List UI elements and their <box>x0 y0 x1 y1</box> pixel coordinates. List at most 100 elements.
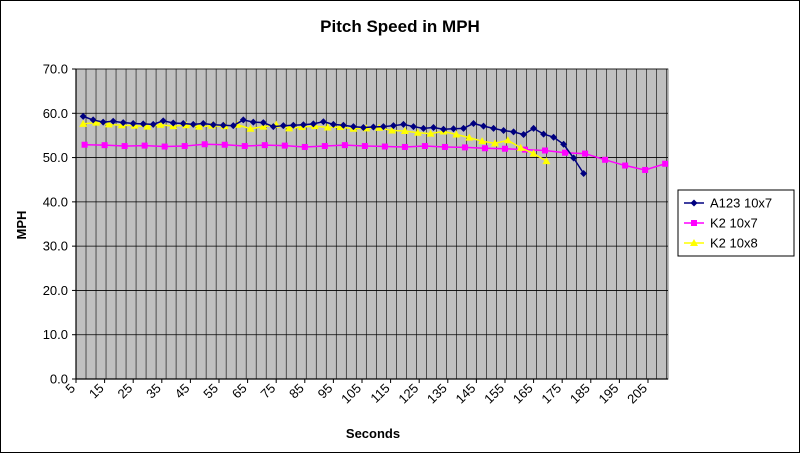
y-tick-label: 10.0 <box>43 327 68 342</box>
series-a123-10x7 <box>79 112 588 178</box>
data-point <box>209 121 217 129</box>
data-point <box>189 120 197 128</box>
data-point <box>439 125 447 133</box>
data-point <box>530 124 538 132</box>
data-point <box>121 143 128 150</box>
data-point <box>329 120 337 128</box>
data-point <box>401 143 408 150</box>
data-point <box>341 142 348 149</box>
data-point <box>426 129 435 137</box>
data-point <box>104 120 113 128</box>
data-point <box>179 119 187 127</box>
data-point <box>389 122 397 130</box>
data-point <box>460 124 468 132</box>
y-tick-label: 50.0 <box>43 150 68 165</box>
data-point <box>429 123 437 131</box>
series-line <box>84 143 666 171</box>
data-point <box>143 122 152 130</box>
legend-label: K2 10x7 <box>710 216 758 231</box>
data-point <box>246 124 255 132</box>
y-tick-label: 60.0 <box>43 106 68 121</box>
data-point <box>510 128 518 136</box>
data-point <box>201 141 208 148</box>
legend-marker <box>690 239 698 246</box>
data-point <box>580 170 588 178</box>
data-point <box>119 119 127 127</box>
data-point <box>450 125 458 133</box>
data-point <box>221 141 228 148</box>
data-point <box>570 154 578 162</box>
legend-item: K2 10x7 <box>684 216 758 231</box>
data-point <box>359 123 367 131</box>
data-point <box>139 120 147 128</box>
data-point <box>413 128 422 136</box>
data-point <box>400 127 409 134</box>
data-point <box>516 143 525 151</box>
data-point <box>339 121 347 129</box>
x-axis-label: Seconds <box>346 426 400 441</box>
y-tick-label: 70.0 <box>43 62 68 77</box>
data-point <box>441 143 448 150</box>
data-point <box>281 142 288 149</box>
data-point <box>550 133 558 141</box>
data-point <box>562 149 569 156</box>
data-point <box>540 130 548 138</box>
data-point <box>269 123 277 131</box>
data-point <box>500 127 508 135</box>
data-point <box>259 119 267 127</box>
legend: A123 10x7 K2 10x7 K2 10x8 <box>677 189 795 257</box>
data-point <box>542 157 551 165</box>
data-point <box>481 145 488 152</box>
data-point <box>480 122 488 130</box>
data-point <box>199 119 207 127</box>
data-point <box>503 136 512 144</box>
data-point <box>560 140 568 148</box>
legend-item: K2 10x8 <box>684 236 758 251</box>
legend-label: K2 10x8 <box>710 236 758 251</box>
data-point <box>399 120 407 128</box>
data-point <box>520 131 528 139</box>
data-point <box>92 118 101 126</box>
y-tick-label: 0.0 <box>50 372 68 387</box>
data-point <box>452 130 461 138</box>
chart-title: Pitch Speed in MPH <box>320 17 480 36</box>
data-point <box>501 145 508 152</box>
data-point <box>239 116 247 124</box>
data-point <box>379 123 387 131</box>
data-point <box>182 121 191 129</box>
data-point <box>285 124 294 132</box>
data-point <box>161 143 168 150</box>
legend-label: A123 10x7 <box>710 196 772 211</box>
data-point <box>289 121 297 129</box>
data-point <box>299 121 307 129</box>
data-point <box>349 123 357 131</box>
data-point <box>261 142 268 149</box>
data-point <box>490 139 499 147</box>
data-point <box>141 142 148 149</box>
data-point <box>319 118 327 126</box>
y-axis-ticks: 0.0 10.0 20.0 30.0 40.0 50.0 60.0 70.0 <box>43 62 76 387</box>
data-point <box>470 119 478 127</box>
data-point <box>149 120 157 128</box>
data-point <box>229 122 237 130</box>
y-tick-label: 30.0 <box>43 239 68 254</box>
data-point <box>117 121 126 129</box>
data-point <box>99 118 107 126</box>
data-point <box>419 124 427 132</box>
data-point <box>309 120 317 128</box>
y-tick-label: 40.0 <box>43 194 68 209</box>
data-point <box>169 119 177 127</box>
data-point <box>79 119 88 127</box>
data-point <box>388 126 397 134</box>
data-point <box>409 123 417 131</box>
y-tick-label: 20.0 <box>43 283 68 298</box>
data-point <box>323 123 332 131</box>
data-point <box>361 143 368 150</box>
y-axis-label: MPH <box>14 211 29 240</box>
legend-item: A123 10x7 <box>684 196 772 211</box>
data-point <box>642 166 649 173</box>
data-point <box>89 116 97 124</box>
series-group <box>79 112 669 178</box>
